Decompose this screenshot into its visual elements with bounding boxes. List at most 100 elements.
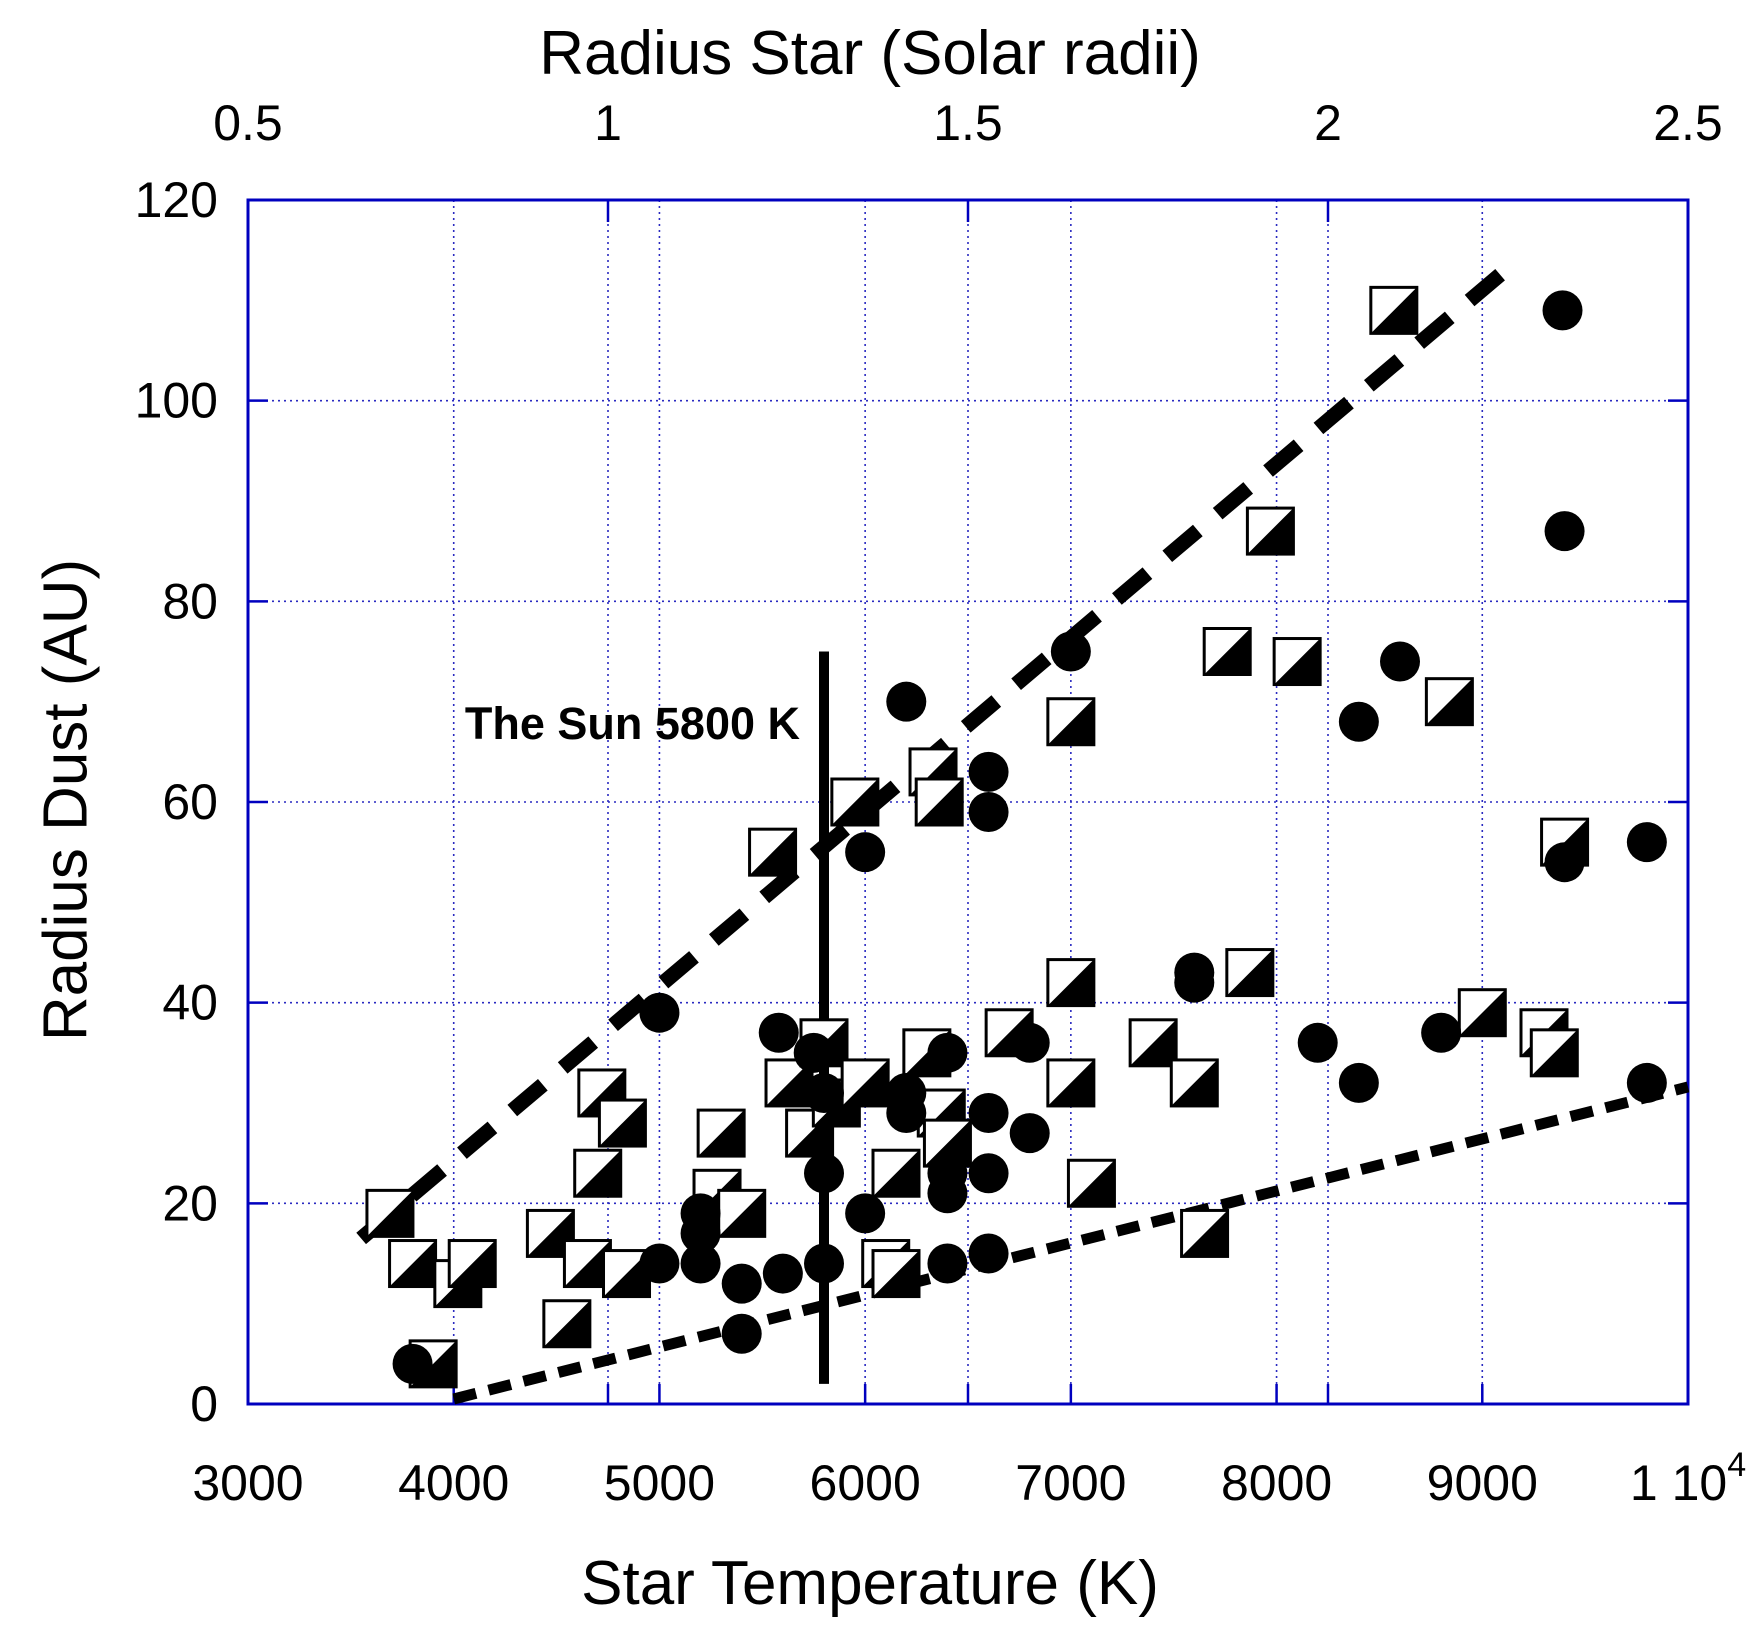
sun-annotation-label: The Sun 5800 K (464, 698, 800, 749)
data-point-square-fill (603, 1250, 650, 1297)
data-point-circle (927, 1153, 968, 1194)
data-point-square-fill (698, 1110, 745, 1157)
lower-envelope-dashed-line (452, 1081, 1690, 1405)
data-point-square-fill (1130, 1019, 1177, 1066)
data-point-square-fill (1531, 1029, 1578, 1076)
data-point-circle (1380, 641, 1420, 682)
data-point-square-fill (599, 1100, 646, 1147)
data-point-circle (721, 1313, 762, 1354)
x-tick-label: 4000 (398, 1455, 509, 1511)
data-point-circle (1297, 1022, 1338, 1063)
top-tick-label: 1 (594, 95, 622, 151)
data-point-circle (1544, 511, 1585, 552)
top-tick-label: 0.5 (213, 95, 283, 151)
data-point-circle (845, 832, 886, 873)
y-tick-label: 0 (190, 1376, 218, 1432)
data-point-circle (721, 1263, 762, 1304)
data-point-square-fill (389, 1240, 436, 1287)
data-point-circle (804, 1153, 844, 1194)
data-point-circle (804, 1072, 844, 1113)
x-tick-label: 9000 (1427, 1455, 1538, 1511)
data-point-circle (968, 792, 1009, 833)
x-tick-label: 7000 (1015, 1455, 1126, 1511)
data-point-circle (793, 1032, 834, 1073)
top-axis-title: Radius Star (Solar radii) (539, 19, 1201, 88)
data-point-square-fill (1459, 989, 1506, 1036)
data-point-circle (845, 1193, 886, 1234)
data-point-circle (968, 1093, 1009, 1134)
data-point-circle (927, 1243, 968, 1284)
top-tick-label: 1.5 (933, 95, 1003, 151)
data-point-square-fill (916, 779, 963, 825)
data-point-square-fill (449, 1240, 496, 1287)
data-point-square-fill (543, 1300, 590, 1347)
data-point-square-fill (1047, 1059, 1094, 1106)
data-point-square-fill (842, 1059, 889, 1106)
data-point-square-fill (574, 1150, 621, 1197)
data-point-circle (680, 1243, 721, 1284)
data-point-square-fill (873, 1150, 919, 1197)
data-point-circle (1421, 1012, 1462, 1053)
x-tick-label: 3000 (192, 1455, 303, 1511)
data-point-square-fill (564, 1240, 611, 1287)
data-point-circle (927, 1032, 968, 1073)
data-point-circle (392, 1343, 433, 1384)
data-point-circle (886, 681, 927, 722)
data-point-square-fill (873, 1250, 919, 1297)
data-point-circle (1626, 1062, 1667, 1103)
y-tick-label: 40 (162, 975, 218, 1031)
data-point-circle (1009, 1022, 1050, 1063)
y-tick-label: 20 (162, 1175, 218, 1231)
data-point-circle (758, 1012, 799, 1053)
y-tick-label: 60 (162, 774, 218, 830)
data-point-square-fill (1204, 628, 1251, 675)
x-tick-label: 1 104 (1630, 1446, 1746, 1511)
data-point-circle (1338, 701, 1379, 742)
data-point-square-fill (1181, 1210, 1228, 1257)
data-point-circle (1542, 290, 1583, 331)
data-point-circle (639, 1243, 680, 1284)
x-axis-title: Star Temperature (K) (581, 1549, 1159, 1618)
data-point-square-fill (1171, 1059, 1218, 1106)
data-point-square-fill (366, 1190, 413, 1237)
data-point-circle (1626, 822, 1667, 863)
data-point-square-fill (831, 779, 878, 825)
data-point-square-fill (527, 1210, 574, 1257)
data-point-square-fill (1047, 698, 1094, 745)
x-tick-label: 6000 (810, 1455, 921, 1511)
y-tick-label: 100 (135, 373, 218, 429)
data-point-square-fill (1226, 949, 1273, 996)
data-point-circle (1009, 1113, 1050, 1154)
data-point-circle (968, 1153, 1009, 1194)
data-point-square-fill (924, 1120, 971, 1167)
data-point-square-fill (1426, 678, 1473, 725)
top-tick-label: 2 (1314, 95, 1342, 151)
x-tick-label: 5000 (604, 1455, 715, 1511)
y-tick-label: 120 (135, 172, 218, 228)
data-point-circle (680, 1193, 721, 1234)
y-axis-title: Radius Dust (AU) (31, 558, 101, 1042)
data-point-square-fill (1247, 508, 1294, 555)
data-point-circle (762, 1253, 803, 1294)
data-point-circle (639, 992, 680, 1033)
data-point-circle (968, 1233, 1009, 1274)
data-point-square-fill (1274, 638, 1321, 685)
data-point-square-fill (718, 1190, 765, 1237)
y-tick-label: 80 (162, 573, 218, 629)
data-point-square-fill (1047, 959, 1094, 1006)
data-point-circle (886, 1072, 927, 1113)
data-point-circle (804, 1243, 844, 1284)
data-point-square-fill (1370, 287, 1417, 334)
data-point-circle (1174, 952, 1215, 993)
data-point-circle (1050, 631, 1091, 672)
data-point-square-fill (749, 829, 796, 876)
top-tick-label: 2.5 (1653, 95, 1723, 151)
data-point-square-fill (1068, 1160, 1115, 1207)
data-point-circle (1544, 842, 1585, 883)
data-point-circle (1338, 1062, 1379, 1103)
x-tick-label: 8000 (1221, 1455, 1332, 1511)
data-point-circle (968, 751, 1009, 792)
data-point-square-fill (766, 1059, 813, 1106)
